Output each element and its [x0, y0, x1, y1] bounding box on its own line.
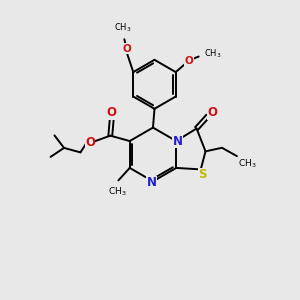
Text: S: S [198, 168, 206, 181]
Text: N: N [147, 176, 157, 189]
Text: CH$_3$: CH$_3$ [108, 186, 126, 198]
Text: O: O [123, 44, 132, 54]
Text: O: O [185, 56, 194, 66]
Text: CH$_3$: CH$_3$ [238, 157, 257, 170]
Text: O: O [85, 136, 95, 149]
Text: O: O [107, 106, 117, 119]
Text: CH$_3$: CH$_3$ [204, 48, 221, 60]
Text: O: O [207, 106, 217, 119]
Text: CH$_3$: CH$_3$ [114, 21, 132, 34]
Text: N: N [172, 134, 182, 148]
